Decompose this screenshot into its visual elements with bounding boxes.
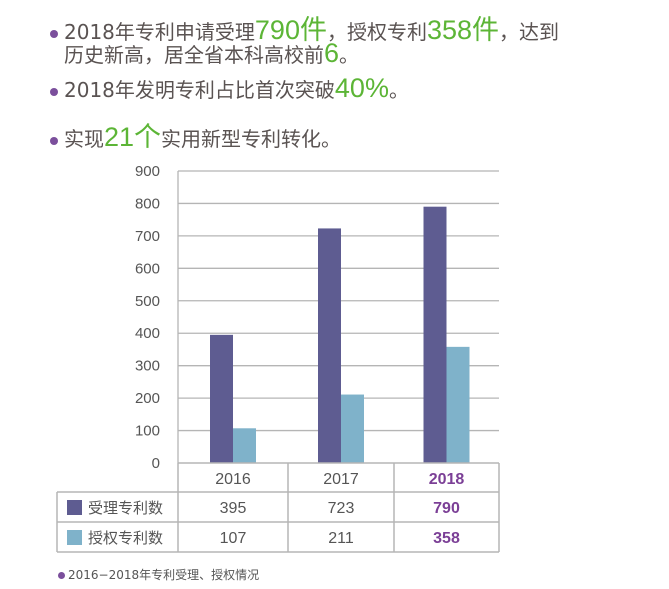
y-tick-label: 100 (135, 423, 160, 440)
bullet-dot-icon (50, 29, 58, 38)
y-tick-label: 800 (135, 195, 160, 212)
highlight-number: 358件 (426, 15, 500, 45)
bullet-text: 2018年专利申请受理 (64, 20, 255, 44)
y-tick-label: 400 (135, 325, 160, 342)
bullet-text: 实用新型专利转化。 (161, 127, 342, 151)
y-tick-label: 200 (135, 390, 160, 407)
bullet-dot-icon (50, 136, 58, 145)
data-label: 723 (328, 500, 355, 517)
bullet-text: 实现 (64, 127, 104, 151)
bullet-text: 历史新高，居全省本科高校前 (64, 43, 324, 67)
highlight-number: 21个 (104, 122, 162, 152)
y-tick-label: 500 (135, 293, 160, 310)
bullet-item: 实现21个实用新型专利转化。 (50, 115, 341, 154)
bar-granted-2018 (446, 346, 470, 463)
legend-swatch (67, 530, 82, 545)
bullet-item: 2018年发明专利占比首次突破40%。 (50, 73, 409, 104)
y-tick-label: 700 (135, 228, 160, 245)
bullet-dot-icon (58, 572, 65, 579)
data-label: 395 (220, 500, 247, 517)
bar-granted-2016 (233, 428, 256, 463)
bullet-item: 2018年专利申请受理790件，授权专利358件，达到 (50, 8, 559, 47)
bullet-text: 。 (388, 78, 409, 102)
y-tick-label: 0 (152, 455, 160, 472)
y-tick-label: 300 (135, 358, 160, 375)
data-label: 790 (433, 500, 460, 517)
bullet-text: ，授权专利 (326, 20, 427, 44)
chart-caption: 2016−2018年专利受理、授权情况 (58, 566, 259, 583)
y-tick-label: 900 (135, 163, 160, 180)
bar-accepted-2016 (210, 334, 233, 463)
highlight-number: 790件 (254, 15, 327, 45)
bar-granted-2017 (341, 394, 364, 463)
legend-label: 受理专利数 (88, 499, 163, 517)
data-label: 211 (328, 530, 354, 547)
bullet-text: 。 (339, 43, 360, 67)
bullet-text: ，达到 (499, 20, 560, 44)
highlight-number: 6 (324, 38, 340, 68)
caption-text: 2016−2018年专利受理、授权情况 (68, 568, 260, 582)
bullet-item: 历史新高，居全省本科高校前6。 (64, 38, 359, 69)
x-tick-label: 2017 (323, 471, 359, 488)
data-label: 107 (220, 530, 247, 547)
data-label: 358 (433, 530, 460, 547)
legend-swatch (67, 500, 82, 515)
bar-accepted-2018 (423, 206, 447, 463)
y-tick-label: 600 (135, 260, 160, 277)
bullet-dot-icon (50, 87, 58, 96)
x-tick-label: 2016 (215, 471, 251, 488)
legend-label: 授权专利数 (88, 529, 163, 547)
bullet-text: 2018年发明专利占比首次突破 (64, 78, 335, 102)
bar-accepted-2017 (318, 228, 341, 463)
highlight-number: 40% (334, 73, 389, 103)
x-tick-label: 2018 (429, 471, 465, 488)
